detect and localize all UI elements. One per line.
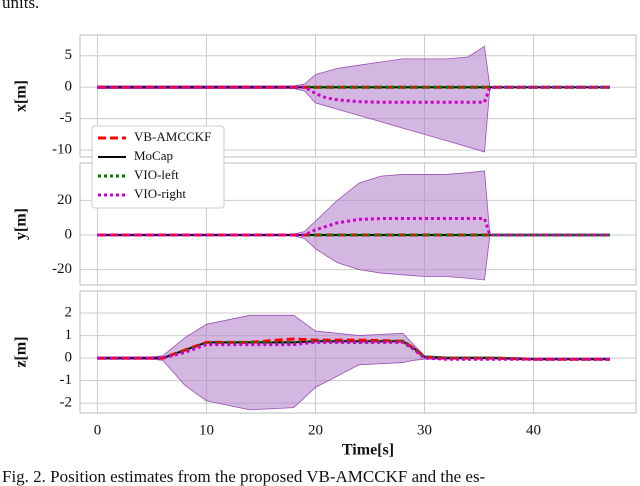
- y-tick-label: 0: [65, 226, 73, 242]
- legend-label: VIO-right: [134, 186, 186, 201]
- x-tick-label: 0: [94, 422, 102, 438]
- y-tick-label: -1: [60, 372, 73, 388]
- y-tick-label: 1: [65, 327, 73, 343]
- plot-area: [97, 45, 610, 153]
- y-tick-label: 5: [65, 47, 73, 63]
- y-tick-label: -2: [60, 395, 73, 411]
- line: [97, 85, 610, 104]
- legend-label: VB-AMCCKF: [134, 129, 211, 144]
- y-tick-label: 0: [65, 79, 73, 95]
- plot-area: [97, 314, 610, 411]
- caption: Fig. 2. Position estimates from the prop…: [2, 467, 486, 486]
- line: [97, 217, 610, 237]
- x-tick-label: 30: [417, 422, 432, 438]
- preceding-text: units.: [2, 0, 39, 12]
- legend-box: [91, 125, 225, 209]
- line: [97, 340, 610, 361]
- x-tick-label: 20: [308, 422, 323, 438]
- y-tick-label: -5: [60, 110, 73, 126]
- y-tick-label: -10: [52, 142, 72, 158]
- y-axis-label: z[m]: [13, 336, 30, 367]
- y-axis-label: y[m]: [13, 208, 30, 240]
- y-tick-label: 20: [57, 192, 72, 208]
- y-tick-label: 0: [65, 350, 73, 366]
- x-axis-label: Time[s]: [342, 442, 394, 459]
- plot-area: [97, 170, 610, 281]
- x-tick-label: 10: [199, 422, 214, 438]
- y-tick-label: -20: [52, 261, 72, 277]
- legend-label: MoCap: [134, 148, 173, 163]
- y-axis-label: x[m]: [13, 80, 30, 112]
- y-tick-label: 2: [65, 304, 73, 320]
- x-tick-label: 40: [526, 422, 541, 438]
- legend-label: VIO-left: [134, 167, 179, 182]
